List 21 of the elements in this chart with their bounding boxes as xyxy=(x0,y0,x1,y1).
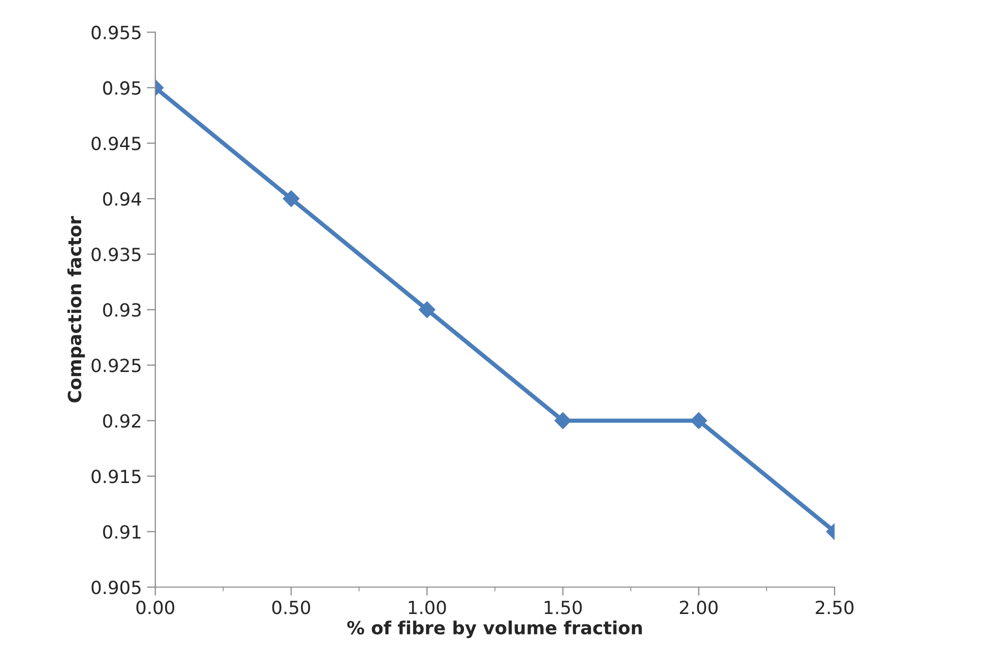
y-tick-label: 0.94 xyxy=(103,192,142,206)
x-tick-label: 0.00 xyxy=(136,600,174,614)
y-tick-label: 0.905 xyxy=(92,580,141,594)
y-tick-label: 0.93 xyxy=(103,303,141,317)
y-axis-title: Compaction factor xyxy=(67,216,85,402)
y-tick-label: 0.915 xyxy=(92,470,141,484)
x-tick-label: 2.50 xyxy=(816,600,854,614)
y-tick-label: 0.955 xyxy=(92,26,141,40)
x-tick-label: 1.50 xyxy=(544,600,582,614)
y-tick-label: 0.91 xyxy=(103,525,140,539)
x-axis-title: % of fibre by volume fraction xyxy=(347,620,642,638)
x-tick-label: 1.00 xyxy=(408,600,446,614)
y-tick-label: 0.95 xyxy=(103,81,141,95)
point xyxy=(418,301,436,318)
point xyxy=(554,412,572,430)
y-tick-label: 0.92 xyxy=(103,414,140,428)
y-tick-label: 0.935 xyxy=(92,248,141,262)
y-tick-label: 0.925 xyxy=(92,358,141,372)
x-tick-label: 0.50 xyxy=(272,600,310,614)
x-tick-label: 2.00 xyxy=(680,600,718,614)
y-tick-label: 0.945 xyxy=(92,136,141,150)
